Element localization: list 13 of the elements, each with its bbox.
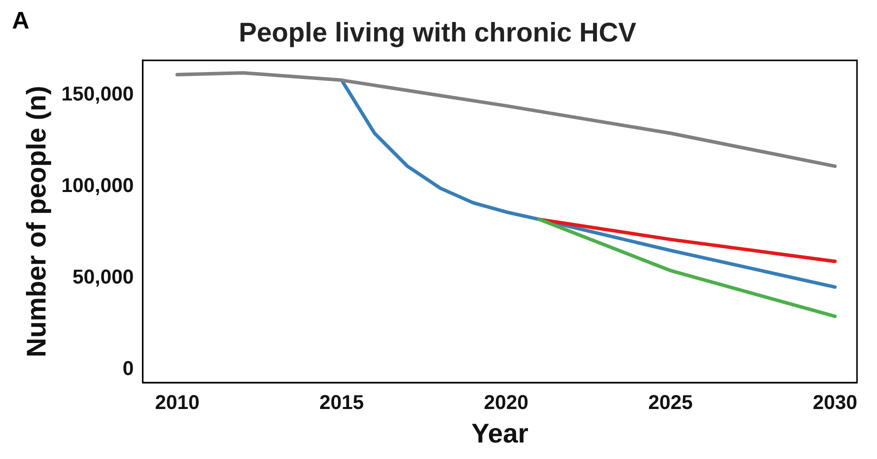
y-tick-label: 0: [122, 358, 134, 380]
x-axis-title: Year: [471, 418, 529, 448]
y-tick-label: 150,000: [61, 83, 134, 106]
x-tick-label: 2015: [319, 392, 364, 414]
x-tick-label: 2030: [812, 392, 858, 414]
chart-title: People living with chronic HCV: [238, 18, 636, 48]
x-tick-label: 2010: [154, 392, 200, 414]
x-tick-label: 2020: [484, 392, 528, 414]
y-axis-title: Number of people (n): [22, 86, 52, 358]
y-tick-label: 100,000: [61, 174, 134, 197]
x-tick-label: 2025: [648, 392, 693, 414]
text: A: [12, 8, 30, 35]
y-tick-label: 50,000: [72, 266, 134, 288]
